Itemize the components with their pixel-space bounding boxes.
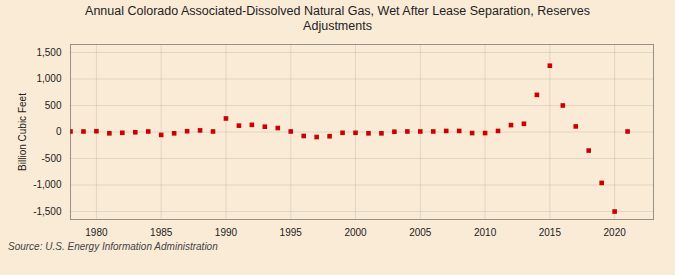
svg-text:1995: 1995 <box>280 227 303 238</box>
svg-text:1990: 1990 <box>215 227 238 238</box>
svg-text:-1,000: -1,000 <box>33 179 62 190</box>
html-text:Source: U.S. Energy Informatio: Source: U.S. Energy Information Administ… <box>8 241 218 252</box>
svg-text:-1,500: -1,500 <box>33 206 62 217</box>
svg-text:1,000: 1,000 <box>36 73 61 84</box>
svg-text:2020: 2020 <box>604 227 627 238</box>
svg-text:Billion Cubic Feet: Billion Cubic Feet <box>17 93 28 171</box>
svg-text:2000: 2000 <box>344 227 367 238</box>
svg-text:500: 500 <box>45 100 62 111</box>
svg-text:1,500: 1,500 <box>36 47 61 58</box>
html-text:Annual Colorado Associated-Dis: Annual Colorado Associated-Dissolved Nat… <box>85 4 590 33</box>
svg-text:1980: 1980 <box>85 227 108 238</box>
svg-text:0: 0 <box>56 126 62 137</box>
svg-text:1985: 1985 <box>150 227 173 238</box>
svg-text:2005: 2005 <box>409 227 432 238</box>
svg-text:2015: 2015 <box>539 227 562 238</box>
svg-text:2010: 2010 <box>474 227 497 238</box>
svg-text:-500: -500 <box>41 153 61 164</box>
